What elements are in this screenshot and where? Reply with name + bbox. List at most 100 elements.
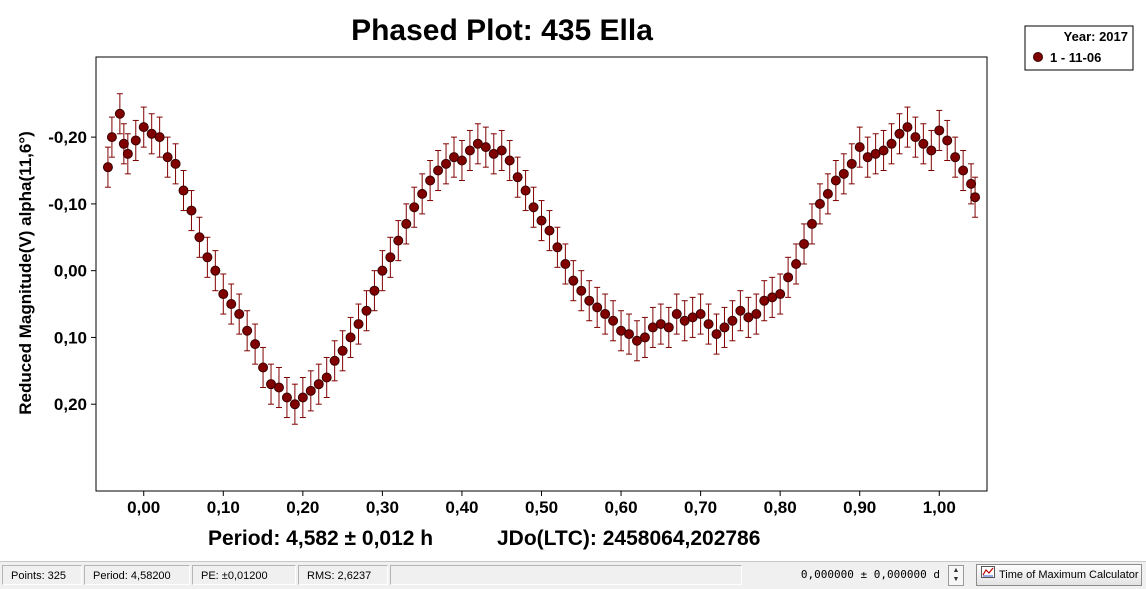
data-point bbox=[552, 242, 563, 253]
data-point bbox=[178, 185, 189, 196]
x-tick-label: 0,00 bbox=[127, 498, 160, 517]
y-tick-label: 0,10 bbox=[54, 328, 87, 347]
chart-title: Phased Plot: 435 Ella bbox=[351, 14, 653, 47]
legend-series-label: 1 - 11-06 bbox=[1050, 50, 1101, 65]
data-point bbox=[568, 275, 579, 286]
data-point bbox=[799, 238, 810, 249]
data-point bbox=[305, 385, 316, 396]
x-tick-label: 0,50 bbox=[525, 498, 558, 517]
data-point bbox=[536, 215, 547, 226]
data-point bbox=[385, 252, 396, 263]
data-point bbox=[409, 202, 420, 213]
x-tick-label: 0,30 bbox=[366, 498, 399, 517]
data-point bbox=[695, 309, 706, 320]
data-point bbox=[576, 285, 587, 296]
data-point bbox=[170, 158, 181, 169]
time-of-maximum-spinner[interactable]: ▲ ▼ bbox=[948, 565, 964, 586]
data-point bbox=[894, 128, 905, 139]
data-point bbox=[934, 125, 945, 136]
phased-plot-chart: Phased Plot: 435 Ella 0,00 0,10 0,20 0,30 0,… bbox=[16, 14, 1134, 550]
data-point bbox=[102, 162, 113, 173]
data-point bbox=[226, 299, 237, 310]
data-point bbox=[878, 145, 889, 156]
y-axis-ticks: -0,20 -0,10 0,00 0,10 0,20 bbox=[48, 128, 96, 414]
data-point bbox=[289, 399, 300, 410]
data-point bbox=[783, 272, 794, 283]
data-point bbox=[600, 309, 611, 320]
data-point bbox=[608, 315, 619, 326]
data-point bbox=[464, 145, 475, 156]
data-point bbox=[441, 158, 452, 169]
data-point bbox=[822, 188, 833, 199]
data-point bbox=[393, 235, 404, 246]
x-tick-label: 0,90 bbox=[843, 498, 876, 517]
data-point bbox=[433, 165, 444, 176]
data-point bbox=[958, 165, 969, 176]
data-point bbox=[504, 155, 515, 166]
data-point bbox=[417, 188, 428, 199]
jdo-text: JDo(LTC): 2458064,202786 bbox=[497, 527, 760, 550]
data-point bbox=[496, 145, 507, 156]
data-point bbox=[329, 355, 340, 366]
data-point bbox=[313, 379, 324, 390]
time-of-maximum-calculator-button[interactable]: Time of Maximum Calculator bbox=[976, 564, 1142, 586]
data-point bbox=[194, 232, 205, 243]
data-point bbox=[234, 309, 245, 320]
legend-marker bbox=[1033, 52, 1043, 62]
period-text: Period: 4,582 ± 0,012 h bbox=[208, 527, 433, 550]
data-point bbox=[719, 322, 730, 333]
calculator-button-label: Time of Maximum Calculator bbox=[999, 569, 1139, 581]
x-tick-label: 0,60 bbox=[605, 498, 638, 517]
data-point bbox=[162, 152, 173, 163]
data-point bbox=[886, 138, 897, 149]
x-tick-label: 0,20 bbox=[286, 498, 319, 517]
data-point bbox=[918, 138, 929, 149]
x-tick-label: 0,80 bbox=[764, 498, 797, 517]
status-rms: RMS: 2,6237 bbox=[298, 565, 388, 585]
y-axis-label: Reduced Magnitude(V) alpha(11,6°) bbox=[16, 131, 35, 415]
data-point bbox=[560, 258, 571, 269]
data-point bbox=[106, 132, 117, 143]
data-point bbox=[369, 285, 380, 296]
data-point bbox=[210, 265, 221, 276]
data-point bbox=[902, 122, 913, 133]
legend-title: Year: 2017 bbox=[1064, 29, 1128, 44]
data-point bbox=[512, 172, 523, 183]
spin-down-icon[interactable]: ▼ bbox=[952, 576, 960, 583]
data-point bbox=[456, 155, 467, 166]
x-axis-ticks: 0,00 0,10 0,20 0,30 0,40 0,50 0,60 0,70 0,80 0,90… bbox=[127, 491, 956, 517]
data-point bbox=[727, 315, 738, 326]
data-point bbox=[806, 218, 817, 229]
data-point bbox=[297, 392, 308, 403]
data-point bbox=[966, 178, 977, 189]
data-point bbox=[250, 339, 261, 350]
status-bar: Points: 325 Period: 4,58200 PE: ±0,01200… bbox=[0, 561, 1146, 589]
time-of-maximum-field[interactable]: 0,000000 ± 0,000000 d bbox=[800, 568, 940, 581]
data-point bbox=[671, 309, 682, 320]
spin-up-icon[interactable]: ▲ bbox=[952, 567, 960, 574]
data-point bbox=[242, 325, 253, 336]
legend: Year: 2017 1 - 11-06 bbox=[1024, 25, 1134, 71]
y-tick-label: 0,00 bbox=[54, 262, 87, 281]
data-point bbox=[814, 198, 825, 209]
data-point bbox=[775, 289, 786, 300]
y-tick-label: 0,20 bbox=[54, 395, 87, 414]
data-point bbox=[854, 142, 865, 153]
data-point bbox=[345, 332, 356, 343]
data-point bbox=[377, 265, 388, 276]
data-point bbox=[751, 309, 762, 320]
data-point bbox=[520, 185, 531, 196]
data-point bbox=[950, 152, 961, 163]
data-point bbox=[942, 135, 953, 146]
data-point bbox=[122, 148, 133, 159]
data-point bbox=[970, 192, 981, 203]
status-points: Points: 325 bbox=[2, 565, 82, 585]
data-point bbox=[830, 175, 841, 186]
data-point bbox=[711, 329, 722, 340]
data-point bbox=[353, 319, 364, 330]
data-point bbox=[401, 218, 412, 229]
data-point bbox=[639, 332, 650, 343]
data-point bbox=[910, 132, 921, 143]
data-point bbox=[118, 138, 129, 149]
data-point bbox=[321, 372, 332, 383]
